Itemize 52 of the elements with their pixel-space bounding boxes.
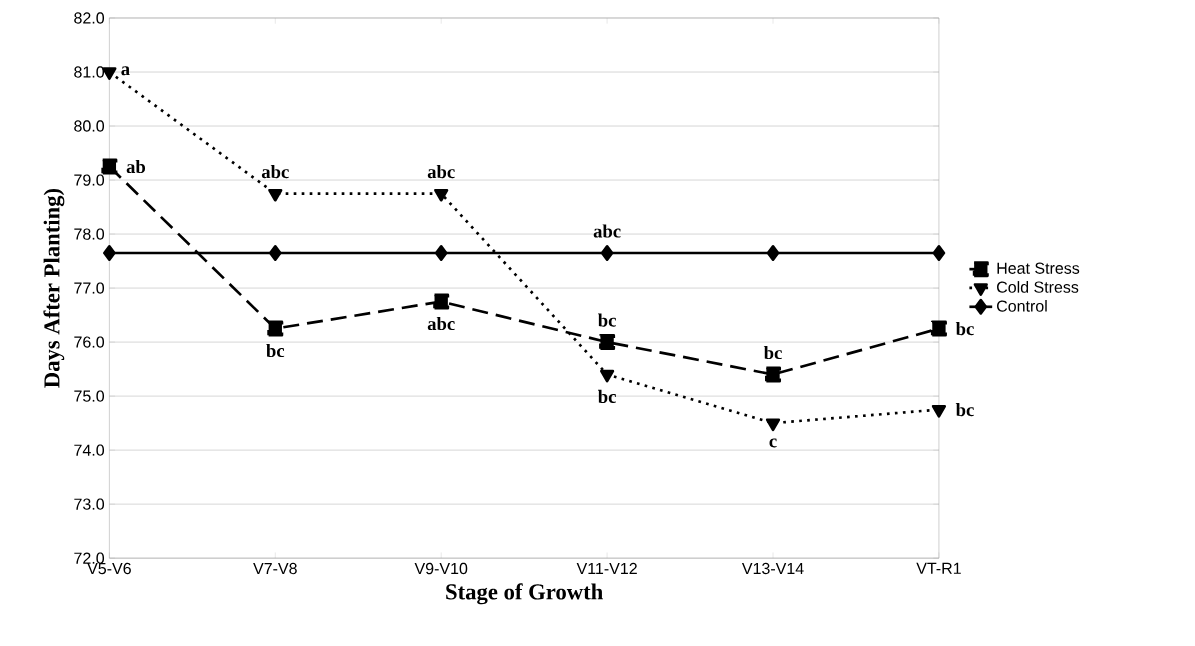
annotation: bc: [598, 313, 616, 327]
point: [599, 369, 615, 383]
annotation: abc: [427, 316, 455, 331]
point: [931, 404, 947, 418]
y-tick-label: 80.0: [74, 120, 105, 132]
y-tick-label: 81.0: [74, 66, 105, 78]
point: [434, 188, 449, 202]
annotation: c: [769, 438, 777, 448]
point: [268, 244, 282, 261]
legend-label: Cold Stress: [997, 280, 1079, 293]
annotation: abc: [261, 164, 289, 179]
legend-label: Heat Stress: [997, 262, 1080, 274]
point: [433, 293, 450, 310]
point: [103, 244, 116, 261]
annotation: bc: [955, 402, 974, 417]
x-tick-label: V9-V10: [414, 562, 468, 575]
annotation: a: [121, 66, 130, 76]
annotation: ab: [126, 159, 146, 174]
x-tick-label: V11-V12: [576, 562, 637, 574]
annotation: bc: [763, 345, 782, 360]
point: [600, 244, 614, 261]
y-tick-label: 79.0: [74, 174, 105, 186]
point: [434, 244, 448, 261]
annotation: abc: [427, 164, 455, 179]
point: [930, 320, 947, 337]
annotation: bc: [955, 321, 974, 336]
point: [268, 188, 283, 202]
y-tick-label: 72.0: [74, 552, 105, 564]
x-tick-label: VT-R1: [916, 562, 961, 574]
y-tick-label: 74.0: [74, 444, 105, 456]
x-tick-label: V13-V14: [741, 562, 804, 575]
point: [765, 418, 781, 432]
legend-label: Control: [997, 299, 1047, 312]
y-tick-label: 76.0: [74, 336, 105, 348]
y-tick-label: 78.0: [74, 228, 105, 240]
y-tick-label: 82.0: [74, 12, 105, 24]
annotation: bc: [598, 389, 616, 403]
annotation: abc: [593, 224, 621, 238]
point: [599, 334, 616, 351]
y-tick-label: 73.0: [74, 498, 105, 510]
point: [766, 244, 780, 261]
point: [765, 366, 782, 383]
x-axis-title: Stage of Growth: [446, 583, 603, 605]
annotation: bc: [266, 343, 285, 358]
x-tick-label: V7-V8: [253, 562, 297, 575]
point: [267, 320, 284, 337]
point: [932, 244, 946, 261]
y-tick-label: 75.0: [74, 390, 105, 402]
y-tick-label: 77.0: [74, 282, 105, 294]
point: [101, 158, 118, 175]
y-axis-title: Days After Planting): [43, 188, 65, 388]
x-tick-label: V5-V6: [87, 562, 131, 575]
